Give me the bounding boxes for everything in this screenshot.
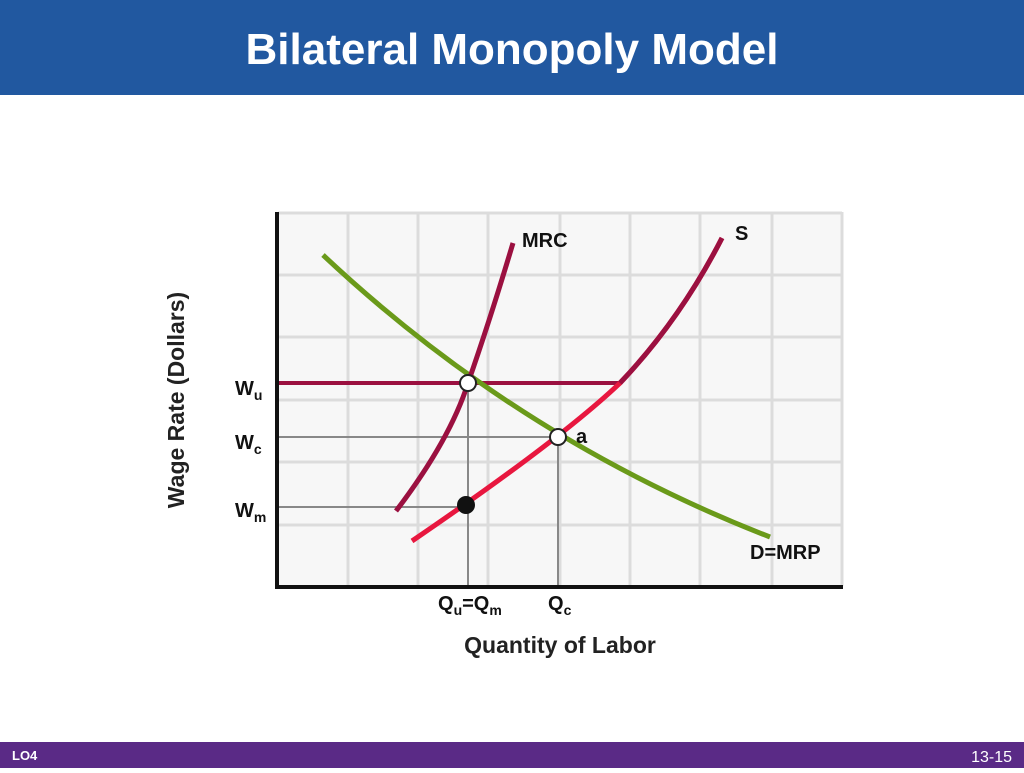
- x-axis-title: Quantity of Labor: [464, 632, 656, 658]
- demand-curve: [321, 253, 771, 540]
- subscript: c: [564, 602, 572, 618]
- qu-qm-label: Qu=Qm: [438, 593, 502, 618]
- wu-label: Wu: [235, 378, 262, 403]
- monopsony-point: [457, 496, 475, 514]
- footer-left: LO4: [12, 748, 38, 763]
- union-point: [459, 374, 477, 392]
- subscript: u: [454, 602, 463, 618]
- wc-label: Wc: [235, 432, 262, 457]
- supply-upper: [618, 236, 725, 385]
- label-part: =Q: [462, 593, 489, 615]
- competitive-point: [549, 428, 567, 446]
- guide-lines: [277, 383, 559, 587]
- mrc-label: MRC: [522, 230, 568, 252]
- label-part: W: [235, 432, 254, 454]
- demand-label: D=MRP: [750, 542, 821, 564]
- label-part: Q: [438, 593, 454, 615]
- axes: [275, 212, 843, 589]
- label-part: W: [235, 378, 254, 400]
- header-bar: [0, 0, 1024, 95]
- y-axis-title: Wage Rate (Dollars): [163, 292, 189, 508]
- label-part: Q: [548, 593, 564, 615]
- subscript: c: [254, 441, 262, 457]
- slide-title: Bilateral Monopoly Model: [246, 25, 779, 74]
- point-label: a: [576, 426, 588, 448]
- footer-right: 13-15: [971, 749, 1012, 766]
- subscript: m: [489, 602, 501, 618]
- wm-label: Wm: [235, 500, 266, 525]
- subscript: u: [254, 387, 263, 403]
- qc-label: Qc: [548, 593, 572, 618]
- label-part: W: [235, 500, 254, 522]
- subscript: m: [254, 509, 266, 525]
- footer-bar: [0, 742, 1024, 768]
- supply-label: S: [735, 223, 748, 245]
